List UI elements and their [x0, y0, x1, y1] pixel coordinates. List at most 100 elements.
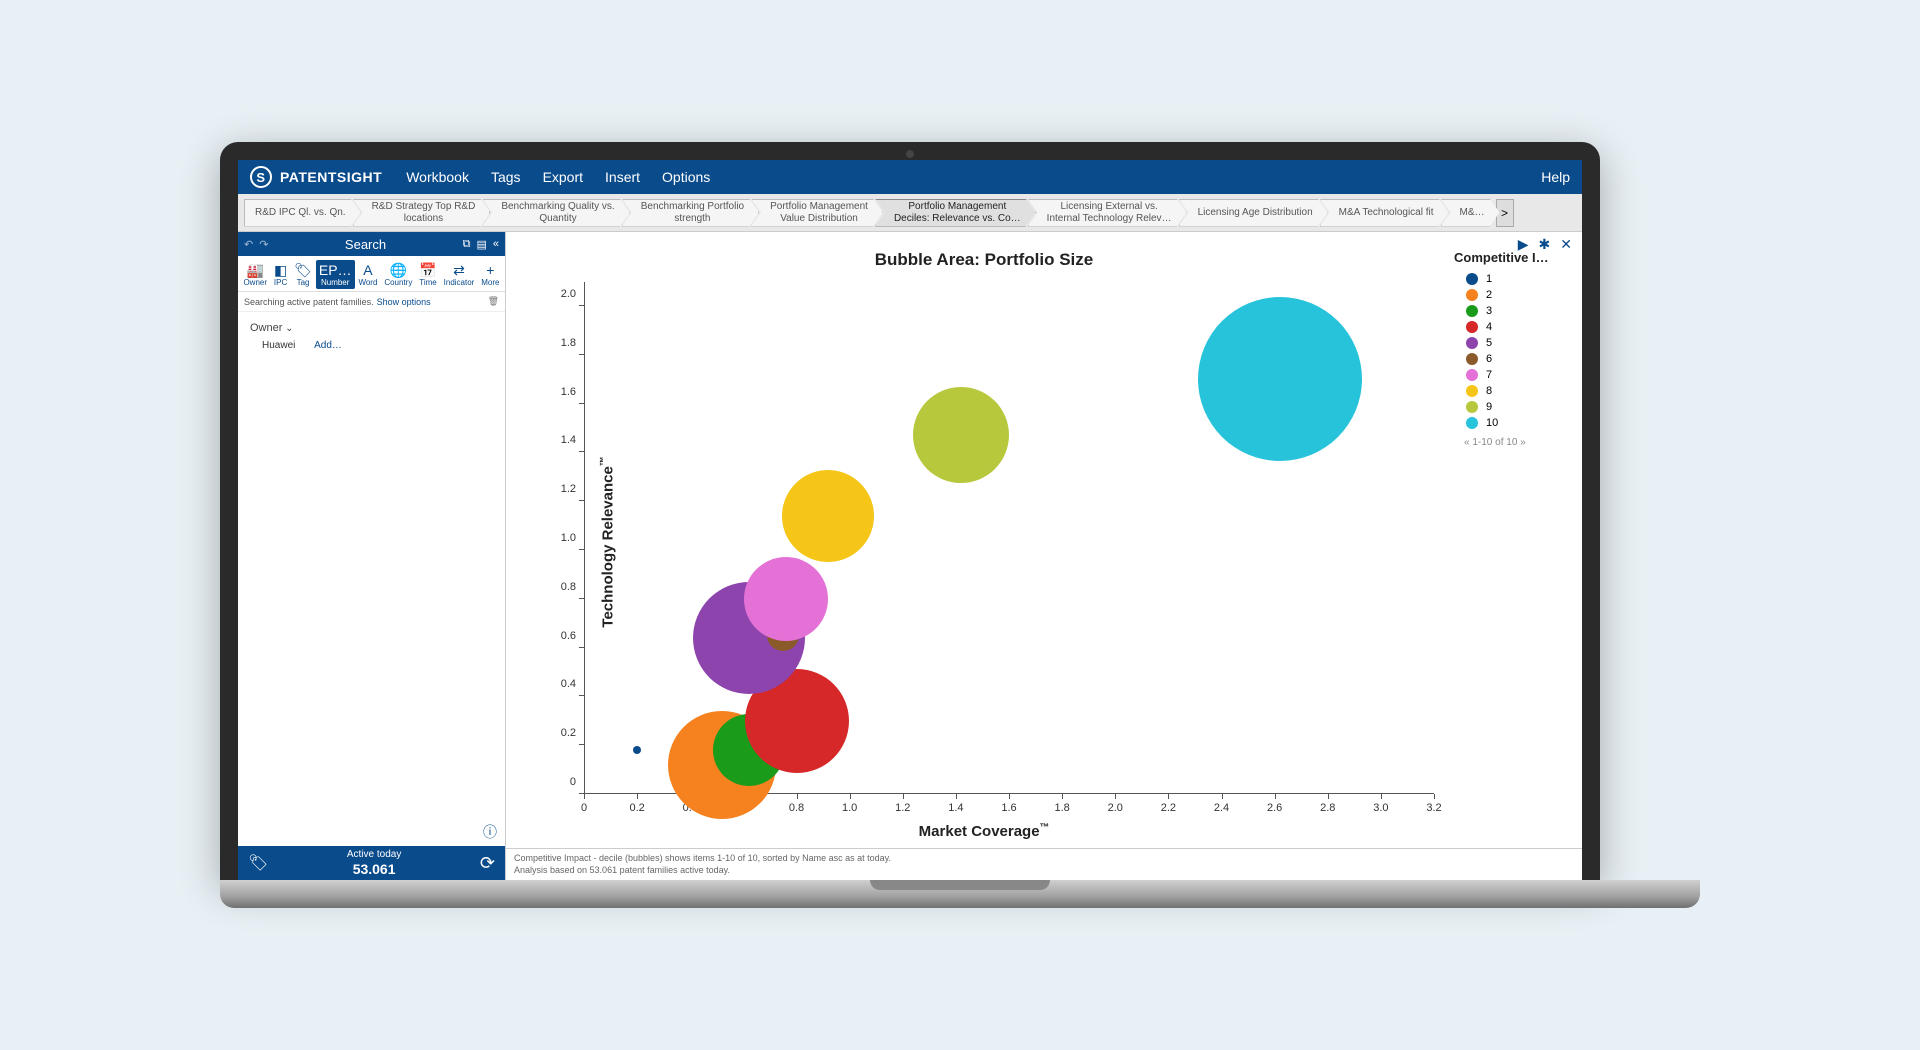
search-title: Search — [268, 237, 462, 252]
legend-swatch — [1466, 385, 1478, 397]
legend-label: 7 — [1486, 369, 1492, 381]
toolbar-country[interactable]: 🌐Country — [381, 260, 415, 289]
laptop-frame: S PATENTSIGHT Workbook Tags Export Insert Op… — [220, 142, 1600, 880]
toolbar-word[interactable]: AWord — [355, 260, 380, 289]
breadcrumb-tab[interactable]: M&… — [1441, 199, 1500, 227]
legend-label: 2 — [1486, 289, 1492, 301]
owner-filter-label[interactable]: Owner — [250, 322, 493, 334]
chart-body: Bubble Area: Portfolio Size Technology R… — [506, 232, 1582, 848]
y-axis — [584, 282, 585, 794]
copy-icon[interactable]: ⧉ — [463, 238, 471, 251]
app-name: PATENTSIGHT — [280, 169, 382, 185]
toolbar-tag[interactable]: 🏷Tag — [291, 260, 315, 289]
tag-icon[interactable]: 🏷 — [248, 853, 268, 873]
legend-item[interactable]: 7 — [1454, 367, 1574, 383]
legend-swatch — [1466, 321, 1478, 333]
legend-item[interactable]: 5 — [1454, 335, 1574, 351]
breadcrumb-tab[interactable]: Portfolio ManagementValue Distribution — [751, 199, 883, 227]
bubble[interactable] — [744, 557, 828, 641]
breadcrumb-tab[interactable]: Licensing External vs.Internal Technolog… — [1028, 199, 1187, 227]
refresh-icon[interactable]: ⟳ — [480, 853, 495, 874]
breadcrumb-bar: R&D IPC Ql. vs. Qn.R&D Strategy Top R&Dl… — [238, 194, 1582, 232]
toolbar-time[interactable]: 📅Time — [416, 260, 439, 289]
laptop-camera — [906, 150, 914, 158]
bubble[interactable] — [1198, 297, 1362, 461]
trash-icon[interactable]: 🗑 — [488, 296, 499, 307]
search-status: Searching active patent families. Show o… — [238, 292, 505, 312]
breadcrumb-tab[interactable]: M&A Technological fit — [1320, 199, 1449, 227]
undo-icon[interactable]: ↶ — [244, 238, 253, 251]
legend-item[interactable]: 2 — [1454, 287, 1574, 303]
plot-area[interactable]: 00.20.40.60.81.01.21.41.61.82.000.20.40.… — [584, 282, 1434, 794]
sidebar-footer: 🏷 Active today 53.061 ⟳ — [238, 846, 505, 880]
toolbar-number[interactable]: EP…Number — [316, 260, 355, 289]
active-today-label: Active today — [268, 849, 480, 861]
breadcrumb-tab[interactable]: Portfolio ManagementDeciles: Relevance v… — [875, 199, 1036, 227]
app-screen: S PATENTSIGHT Workbook Tags Export Insert Op… — [238, 160, 1582, 880]
main-menu: Workbook Tags Export Insert Options — [406, 169, 710, 185]
layers-icon[interactable]: ▤ — [476, 238, 486, 251]
close-icon[interactable]: ✕ — [1560, 236, 1572, 253]
menu-item-insert[interactable]: Insert — [605, 169, 640, 185]
legend-item[interactable]: 4 — [1454, 319, 1574, 335]
menu-item-options[interactable]: Options — [662, 169, 710, 185]
breadcrumb-tab[interactable]: Benchmarking Quality vs.Quantity — [482, 199, 629, 227]
legend-pager[interactable]: « 1-10 of 10 » — [1454, 431, 1574, 448]
chart-controls: ▶ ✱ ✕ — [1518, 236, 1572, 253]
legend-item[interactable]: 3 — [1454, 303, 1574, 319]
footer-line-1: Competitive Impact - decile (bubbles) sh… — [514, 852, 1574, 865]
legend-label: 3 — [1486, 305, 1492, 317]
legend-swatch — [1466, 289, 1478, 301]
legend-label: 10 — [1486, 417, 1498, 429]
x-axis-label: Market Coverage™ — [919, 822, 1050, 840]
settings-icon[interactable]: ✱ — [1539, 236, 1551, 253]
legend-swatch — [1466, 417, 1478, 429]
legend-pane: Competitive I… 12345678910 « 1-10 of 10 … — [1454, 240, 1574, 844]
laptop-notch — [870, 880, 1050, 890]
collapse-icon[interactable]: « — [493, 238, 499, 251]
info-icon[interactable]: ⓘ — [238, 818, 505, 846]
breadcrumb-tab[interactable]: Benchmarking Portfoliostrength — [622, 199, 759, 227]
chart-pane: ▶ ✱ ✕ Bubble Area: Portfolio Size Techno… — [506, 232, 1582, 880]
toolbar-indicator[interactable]: ⇄Indicator — [441, 260, 478, 289]
breadcrumb-tab[interactable]: Licensing Age Distribution — [1179, 199, 1328, 227]
toolbar-more[interactable]: +More — [478, 260, 502, 289]
legend-swatch — [1466, 369, 1478, 381]
main-area: ↶ ↷ Search ⧉ ▤ « 🏭Owner◧IPC🏷TagEP…Number… — [238, 232, 1582, 880]
menu-item-export[interactable]: Export — [543, 169, 583, 185]
legend-swatch — [1466, 337, 1478, 349]
bubble[interactable] — [633, 746, 641, 754]
legend-item[interactable]: 6 — [1454, 351, 1574, 367]
chart-title: Bubble Area: Portfolio Size — [514, 240, 1454, 270]
menu-item-tags[interactable]: Tags — [491, 169, 521, 185]
legend-label: 5 — [1486, 337, 1492, 349]
menu-item-workbook[interactable]: Workbook — [406, 169, 469, 185]
owner-value[interactable]: Huawei — [262, 340, 295, 351]
search-toolbar: 🏭Owner◧IPC🏷TagEP…NumberAWord🌐Country📅Tim… — [238, 256, 505, 292]
legend-item[interactable]: 9 — [1454, 399, 1574, 415]
legend-swatch — [1466, 305, 1478, 317]
legend-label: 9 — [1486, 401, 1492, 413]
legend-item[interactable]: 10 — [1454, 415, 1574, 431]
add-owner-link[interactable]: Add… — [314, 340, 342, 351]
breadcrumb-tab[interactable]: R&D IPC Ql. vs. Qn. — [244, 199, 361, 227]
active-count: 53.061 — [268, 861, 480, 878]
toolbar-ipc[interactable]: ◧IPC — [271, 260, 290, 289]
footer-line-2: Analysis based on 53.061 patent families… — [514, 864, 1574, 877]
legend-label: 6 — [1486, 353, 1492, 365]
search-sidebar: ↶ ↷ Search ⧉ ▤ « 🏭Owner◧IPC🏷TagEP…Number… — [238, 232, 506, 880]
help-link[interactable]: Help — [1541, 169, 1570, 185]
legend-item[interactable]: 8 — [1454, 383, 1574, 399]
legend-label: 1 — [1486, 273, 1492, 285]
toolbar-owner[interactable]: 🏭Owner — [240, 260, 270, 289]
bubble[interactable] — [913, 387, 1009, 483]
redo-icon[interactable]: ↷ — [259, 238, 268, 251]
laptop-base — [220, 880, 1700, 908]
play-icon[interactable]: ▶ — [1518, 236, 1529, 253]
show-options-link[interactable]: Show options — [377, 297, 431, 307]
bubble[interactable] — [782, 470, 874, 562]
breadcrumb-tab[interactable]: R&D Strategy Top R&Dlocations — [353, 199, 491, 227]
legend-item[interactable]: 1 — [1454, 271, 1574, 287]
app-logo[interactable]: S PATENTSIGHT — [250, 166, 382, 188]
search-status-text: Searching active patent families. — [244, 297, 374, 307]
